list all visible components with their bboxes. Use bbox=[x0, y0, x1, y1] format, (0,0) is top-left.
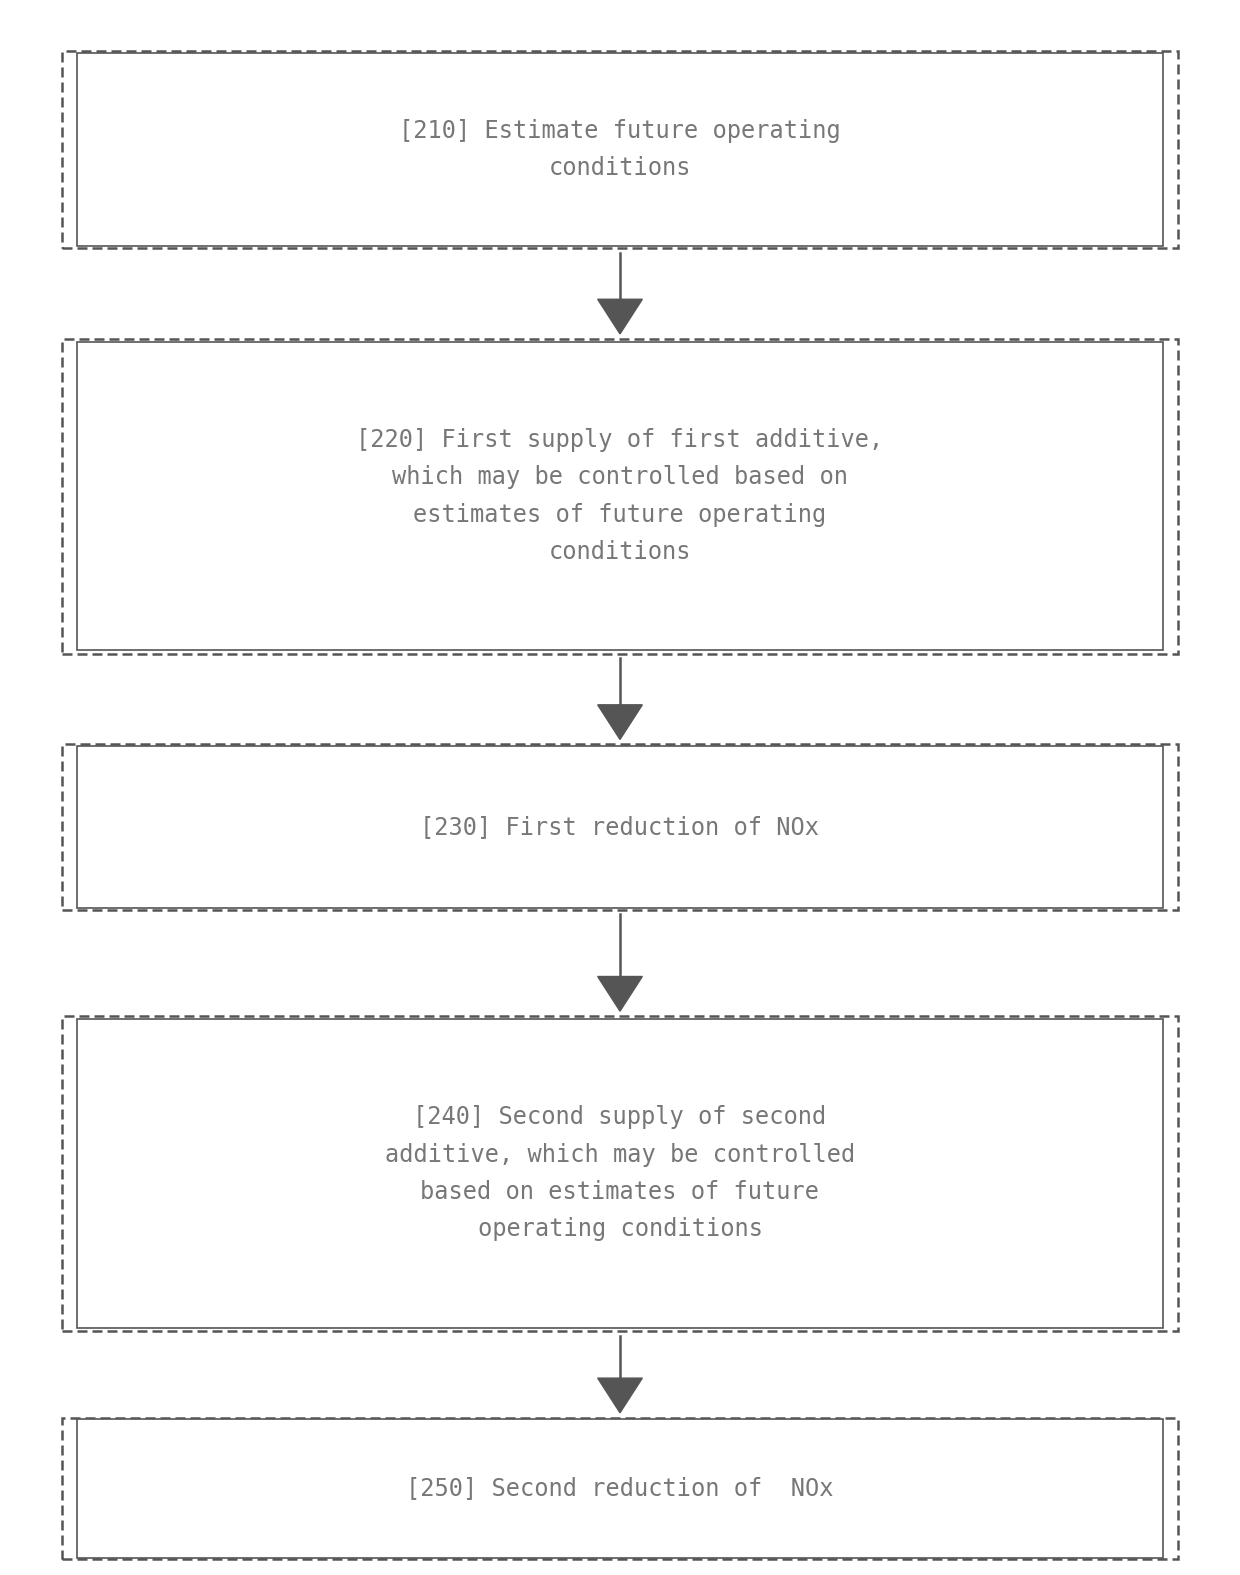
Bar bbox=[62, 50, 1178, 247]
Bar bbox=[62, 339, 1178, 654]
Polygon shape bbox=[598, 299, 642, 334]
Polygon shape bbox=[598, 976, 642, 1011]
Text: [240] Second supply of second
additive, which may be controlled
based on estimat: [240] Second supply of second additive, … bbox=[384, 1106, 856, 1241]
Bar bbox=[77, 54, 1163, 246]
Polygon shape bbox=[598, 706, 642, 740]
Bar bbox=[62, 1418, 1178, 1559]
Bar bbox=[77, 1019, 1163, 1328]
Bar bbox=[77, 747, 1163, 907]
Text: [210] Estimate future operating
conditions: [210] Estimate future operating conditio… bbox=[399, 120, 841, 180]
Bar bbox=[77, 1419, 1163, 1558]
Text: [220] First supply of first additive,
which may be controlled based on
estimates: [220] First supply of first additive, wh… bbox=[356, 428, 884, 564]
Bar bbox=[77, 342, 1163, 650]
Bar bbox=[62, 1016, 1178, 1331]
Bar bbox=[62, 745, 1178, 910]
Text: [230] First reduction of NOx: [230] First reduction of NOx bbox=[420, 814, 820, 839]
Polygon shape bbox=[598, 1378, 642, 1413]
Text: [250] Second reduction of  NOx: [250] Second reduction of NOx bbox=[407, 1476, 833, 1501]
